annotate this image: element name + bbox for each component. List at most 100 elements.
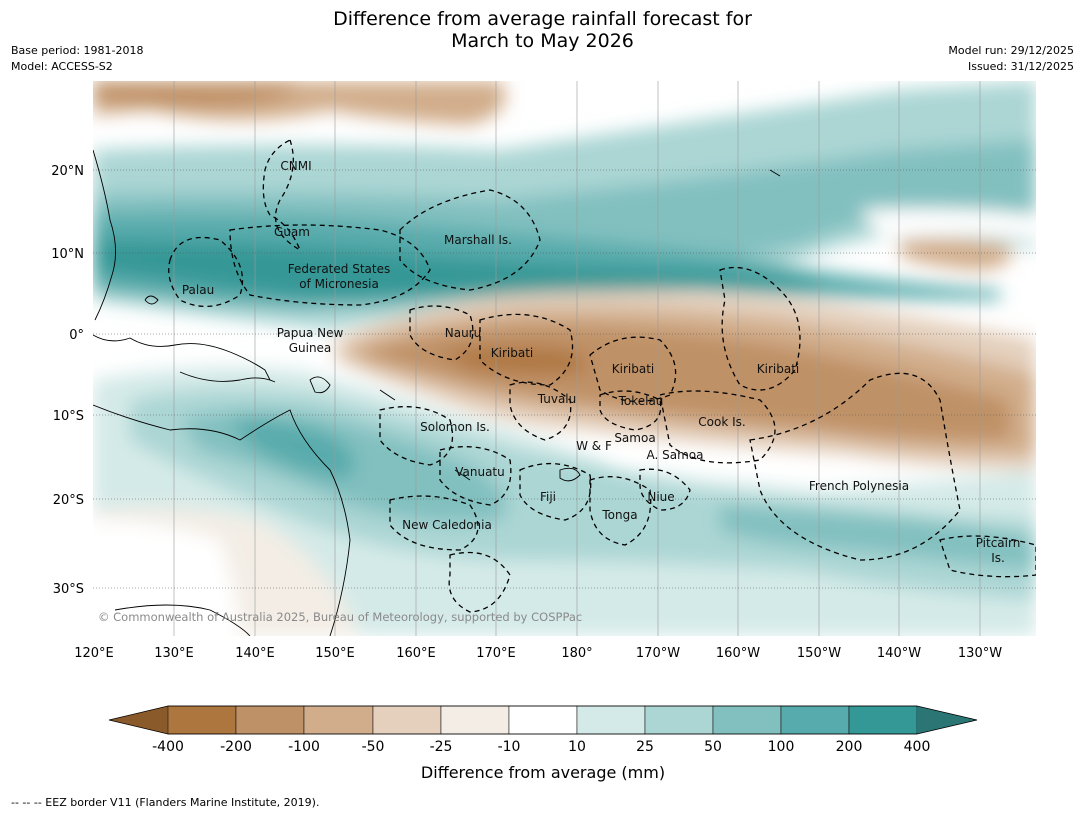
lon-label-140w: 140°W	[877, 646, 921, 661]
label-fiji: Fiji	[540, 490, 556, 504]
lat-label-0: 0°	[69, 328, 84, 343]
anomaly-field: CNMI Guam Marshall Is. Federated States …	[93, 81, 1036, 636]
label-fsm-line1: Federated States	[288, 262, 390, 276]
label-kiribati-west: Kiribati	[491, 346, 533, 360]
label-niue: Niue	[647, 490, 674, 504]
solomon-islands	[309, 376, 331, 394]
colorbar-swatch	[235, 705, 305, 735]
parallels	[93, 169, 1036, 589]
south-east-wet	[720, 505, 1036, 570]
eez-solomon	[379, 406, 454, 466]
equatorial-dry-core	[440, 347, 587, 373]
eez-cook-islands	[659, 390, 776, 464]
base-period: Base period: 1981-2018	[11, 44, 144, 57]
label-solomon-islands: Solomon Is.	[420, 420, 490, 434]
map-title: Difference from average rainfall forecas…	[0, 8, 1085, 52]
eez-new-caledonia	[389, 495, 479, 551]
model-run-info: Model run: 29/12/2025 Issued: 31/12/2025	[948, 43, 1074, 75]
label-png-line2: Guinea	[289, 341, 332, 355]
new-guinea-north-coast	[93, 334, 271, 381]
eez-niue	[639, 468, 691, 511]
eez-kiribati-east	[719, 266, 801, 391]
new-guinea-south-coast	[179, 371, 276, 383]
copyright-notice: © Commonwealth of Australia 2025, Bureau…	[98, 610, 582, 624]
colorbar-tick: -400	[152, 739, 184, 755]
lat-label-10n: 10°N	[51, 247, 84, 262]
model-name: Model: ACCESS-S2	[11, 60, 113, 73]
eez-kiribati-central	[589, 336, 677, 403]
label-nauru: Nauru	[445, 326, 481, 340]
lon-label-180: 180°	[561, 646, 592, 661]
label-american-samoa: A. Samoa	[647, 448, 704, 462]
issued-date: Issued: 31/12/2025	[967, 60, 1074, 73]
coral-sea-wet-core	[230, 419, 355, 480]
graticule	[173, 81, 981, 636]
lon-label-170e: 170°E	[476, 646, 516, 661]
north-dry-core	[93, 81, 300, 107]
eez-norfolk	[448, 551, 511, 613]
colorbar-swatch	[372, 705, 442, 735]
colorbar-tick: 10	[568, 739, 586, 755]
eez-fsm	[229, 224, 431, 306]
australia-coast	[93, 404, 351, 636]
eez-tokelau	[599, 390, 662, 431]
colorbar-tick: -100	[288, 739, 320, 755]
lat-label-30s: 30°S	[53, 582, 84, 597]
north-wet-core	[95, 240, 820, 300]
philippines-coast	[93, 149, 116, 321]
colorbar-tick: 200	[836, 739, 863, 755]
label-tokelau: Tokelau	[618, 394, 664, 408]
colorbar-swatch	[303, 705, 374, 735]
colorbar-title: Difference from average (mm)	[421, 763, 665, 782]
label-fsm-line2: of Micronesia	[299, 277, 379, 291]
model-run: Model run: 29/12/2025	[948, 44, 1074, 57]
eez-nauru	[409, 305, 474, 361]
eez-kiribati-west	[479, 313, 574, 386]
colorbar-swatch	[644, 705, 714, 735]
lat-label-20n: 20°N	[51, 164, 84, 179]
colorbar-swatch	[167, 705, 237, 735]
colorbar-extend-high	[917, 706, 977, 734]
label-kiribati-east: Kiribati	[757, 362, 799, 376]
eez-tuvalu	[509, 381, 572, 441]
colorbar: -400 -200 -100 -50 -25 -10 10 25 50 100 …	[108, 705, 978, 782]
mindanao-island	[144, 295, 159, 305]
eez-cnmi-guam	[262, 139, 302, 252]
colorbar-tick: 50	[704, 739, 722, 755]
lon-label-130w: 130°W	[958, 646, 1002, 661]
label-cook-islands: Cook Is.	[698, 415, 745, 429]
label-kiribati-central: Kiribati	[612, 362, 654, 376]
eez-tonga	[589, 476, 652, 546]
eez-vanuatu	[439, 446, 512, 506]
southwest-white	[93, 520, 240, 636]
title-line-1: Difference from average rainfall forecas…	[333, 8, 752, 30]
lon-label-150w: 150°W	[797, 646, 841, 661]
colorbar-tick: -25	[430, 739, 453, 755]
colorbar-swatch	[712, 705, 782, 735]
colorbar-swatch	[780, 705, 850, 735]
label-pitcairn-line2: Is.	[991, 551, 1005, 565]
colorbar-tick: 400	[904, 739, 931, 755]
label-cnmi: CNMI	[280, 159, 311, 173]
eez-legend-note: -- -- -- EEZ border V11 (Flanders Marine…	[11, 796, 320, 809]
title-line-2: March to May 2026	[451, 30, 634, 52]
label-new-caledonia: New Caledonia	[402, 518, 492, 532]
colorbar-tick: -50	[362, 739, 385, 755]
label-tonga: Tonga	[601, 508, 637, 522]
longitude-labels: 120°E 130°E 140°E 150°E 160°E 170°E 180°…	[74, 646, 1002, 661]
eez-borders	[168, 139, 1036, 613]
eez-palau	[168, 236, 244, 308]
vanuatu-islands	[454, 469, 471, 481]
lat-label-10s: 10°S	[53, 409, 84, 424]
colorbar-tick: 25	[636, 739, 654, 755]
label-png-line1: Papua New	[277, 326, 344, 340]
eez-marshall	[399, 189, 541, 291]
label-palau: Palau	[182, 283, 214, 297]
eez-fiji	[519, 462, 592, 521]
lon-label-140e: 140°E	[235, 646, 275, 661]
label-guam: Guam	[274, 225, 310, 239]
colorbar-tick: -200	[220, 739, 252, 755]
lon-label-160e: 160°E	[396, 646, 436, 661]
colorbar-outline	[108, 705, 978, 735]
